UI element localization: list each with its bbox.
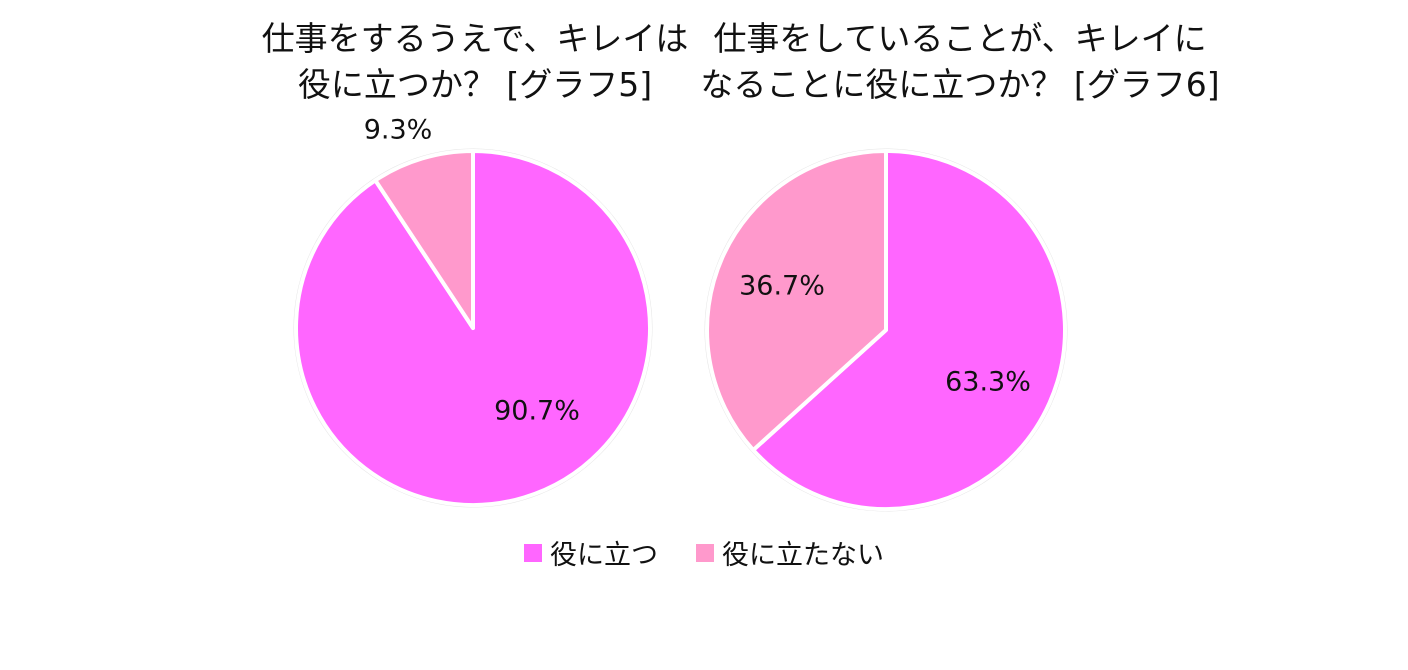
data-label-graph6-useful: 63.3% xyxy=(945,367,1031,398)
chart-title-graph6-line2: なることに役に立つか？ [グラフ6] xyxy=(700,65,1220,104)
legend: 役に立つ 役に立たない xyxy=(0,533,1408,572)
chart-title-graph6: 仕事をしていることが、キレイに なることに役に立つか？ [グラフ6] xyxy=(690,16,1230,108)
data-label-graph5-not-useful: 9.3% xyxy=(364,115,433,146)
pie-slice-graph6-useful xyxy=(751,149,1067,511)
legend-item-useful: 役に立つ xyxy=(524,533,658,572)
chart-title-graph5-line1: 仕事をするうえで、キレイは xyxy=(261,19,689,58)
legend-swatch-useful xyxy=(524,543,542,562)
legend-label-not-useful: 役に立たない xyxy=(722,540,884,571)
chart-title-graph6-line1: 仕事をしていることが、キレイに xyxy=(713,19,1207,58)
chart-title-graph5-line2: 役に立つか？ [グラフ5] xyxy=(297,65,653,104)
legend-item-not-useful: 役に立たない xyxy=(696,533,884,572)
pie-slice-graph5-not-useful xyxy=(373,149,475,330)
data-label-graph6-not-useful: 36.7% xyxy=(739,271,825,302)
legend-label-useful: 役に立つ xyxy=(550,540,658,571)
data-label-graph5-useful: 90.7% xyxy=(494,396,580,427)
chart-title-graph5: 仕事をするうえで、キレイは 役に立つか？ [グラフ5] xyxy=(215,16,735,108)
pie-slice-graph6-not-useful xyxy=(705,149,888,453)
legend-swatch-not-useful xyxy=(696,543,714,562)
